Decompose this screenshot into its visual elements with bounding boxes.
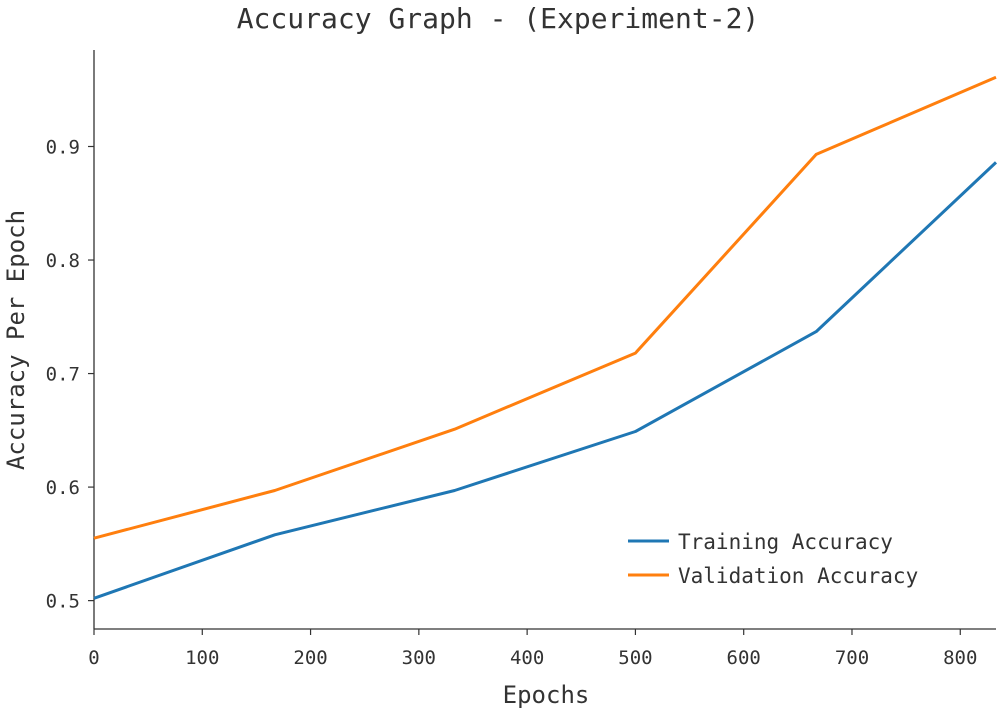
series-line-training — [93, 161, 998, 600]
x-tick-label: 300 — [402, 647, 436, 669]
chart-title: Accuracy Graph - (Experiment-2) — [237, 2, 760, 35]
legend-label-validation: Validation Accuracy — [678, 564, 918, 588]
x-ticks: 0 100 200 300 400 500 600 700 800 — [88, 629, 977, 669]
legend-label-training: Training Accuracy — [678, 530, 893, 554]
x-tick-label: 700 — [835, 647, 869, 669]
x-tick-label: 100 — [185, 647, 219, 669]
series-line-validation — [93, 75, 997, 540]
legend: Training Accuracy Validation Accuracy — [628, 530, 918, 588]
x-tick-label: 500 — [618, 647, 652, 669]
y-tick-label: 0.7 — [46, 364, 80, 386]
y-axis-label: Accuracy Per Epoch — [2, 210, 30, 470]
y-tick-label: 0.8 — [46, 250, 80, 272]
x-tick-label: 600 — [727, 647, 761, 669]
y-tick-label: 0.9 — [46, 137, 80, 159]
y-ticks: 0.5 0.6 0.7 0.8 0.9 — [46, 137, 94, 613]
x-axis-label: Epochs — [503, 681, 590, 709]
x-tick-label: 400 — [510, 647, 544, 669]
x-tick-label: 0 — [88, 647, 99, 669]
x-tick-label: 200 — [293, 647, 327, 669]
y-tick-label: 0.6 — [46, 477, 80, 499]
x-tick-label: 800 — [943, 647, 977, 669]
y-tick-label: 0.5 — [46, 591, 80, 613]
series-lines — [93, 75, 998, 600]
